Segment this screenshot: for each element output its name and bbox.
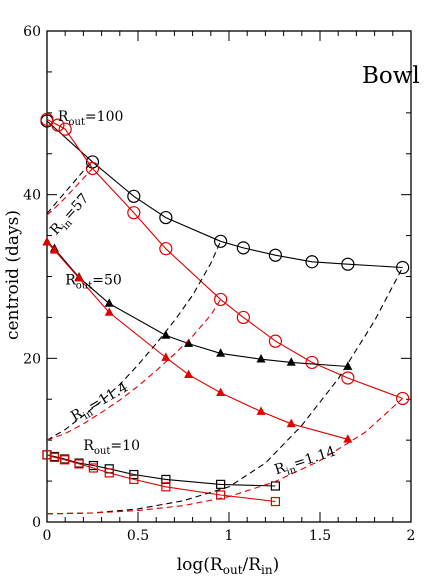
dashed-curve-10	[46, 267, 404, 515]
circle-marker	[236, 310, 250, 325]
triangle-marker	[184, 369, 194, 379]
triangle-marker	[343, 434, 353, 443]
circle-marker	[236, 241, 250, 255]
x-tick-label: 1	[225, 528, 234, 544]
square-marker	[60, 455, 70, 465]
square-marker	[88, 463, 99, 473]
triangle-marker	[74, 272, 84, 282]
dashed-curve-9	[46, 299, 222, 441]
curve-annotation: Rin=11.4	[68, 379, 132, 427]
square-marker	[104, 468, 114, 478]
series-line-4	[46, 454, 276, 487]
circle-marker	[396, 260, 410, 275]
triangle-marker	[216, 387, 226, 397]
square-marker	[161, 482, 171, 492]
series-line-5	[46, 454, 276, 503]
circle-marker	[268, 248, 283, 262]
curve-annotation: Rout=10	[83, 438, 140, 457]
triangle-marker	[104, 298, 114, 307]
triangle-marker	[286, 418, 296, 428]
x-axis-label: log(Rout/Rin)	[177, 555, 280, 577]
dashed-curve-6	[46, 161, 93, 214]
square-marker	[74, 459, 84, 469]
circle-marker	[40, 112, 54, 126]
circle-marker	[58, 122, 72, 136]
y-tick-label: 40	[23, 188, 41, 204]
y-tick-label: 20	[23, 351, 41, 367]
dashed-curve-11	[46, 397, 403, 515]
triangle-marker	[49, 245, 59, 254]
series-layer	[40, 112, 410, 515]
y-axis-label: centroid (days)	[3, 210, 23, 340]
triangle-marker	[256, 354, 266, 363]
circle-marker	[341, 257, 355, 271]
square-marker	[129, 474, 139, 485]
curve-annotation: Rout=50	[65, 273, 122, 292]
triangle-marker	[161, 330, 171, 339]
circle-marker	[85, 161, 100, 176]
y-tick-label: 60	[23, 24, 41, 40]
y-tick-label: 0	[32, 515, 41, 531]
chart-title: Bowl	[362, 63, 420, 89]
triangle-marker	[286, 357, 296, 366]
circle-marker	[214, 292, 228, 307]
triangle-marker	[216, 348, 226, 357]
x-tick-label: 0	[43, 528, 52, 544]
curve-annotation: Rin=1.14	[273, 444, 339, 482]
curve-annotation: Rin=57	[47, 191, 94, 241]
dashed-curve-7	[46, 168, 93, 216]
curve-annotation: Rout=100	[58, 109, 123, 128]
circle-marker	[214, 234, 228, 248]
series-line-2	[46, 241, 348, 368]
circle-marker	[305, 355, 319, 370]
circle-marker	[396, 391, 410, 406]
square-marker	[161, 474, 171, 485]
triangle-marker	[256, 406, 266, 415]
circle-marker	[51, 118, 65, 132]
circle-marker	[127, 206, 141, 220]
x-tick-label: 0.5	[127, 528, 149, 544]
triangle-marker	[161, 352, 171, 361]
square-marker	[216, 479, 226, 489]
x-tick-label: 2	[407, 528, 416, 544]
circle-marker	[305, 255, 319, 269]
circle-marker	[341, 371, 355, 385]
series-line-3	[46, 241, 348, 440]
triangle-marker	[104, 307, 114, 316]
square-marker	[270, 496, 281, 507]
series-line-0	[46, 120, 403, 269]
square-marker	[49, 452, 60, 462]
circle-marker	[159, 242, 173, 256]
x-tick-label: 1.5	[309, 528, 331, 544]
square-marker	[129, 469, 139, 480]
triangle-marker	[42, 236, 52, 246]
square-marker	[216, 490, 226, 500]
circle-marker	[268, 334, 283, 348]
circle-marker	[127, 189, 141, 203]
circle-marker	[159, 210, 173, 225]
